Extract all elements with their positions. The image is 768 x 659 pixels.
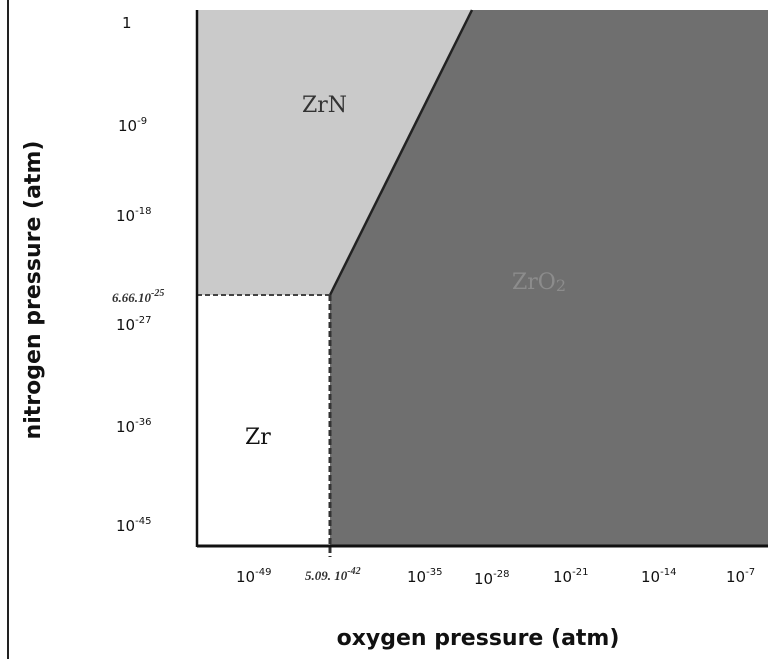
x-axis-label: oxygen pressure (atm) — [337, 626, 620, 651]
boundary-zrn-zro2 — [328, 9, 474, 296]
x-tick-label: 10-21 — [553, 567, 588, 586]
y-tick-label: 10-27 — [116, 315, 151, 334]
region-zr — [197, 295, 330, 545]
region-zrn — [197, 10, 472, 295]
x-tick-label: 10-7 — [726, 567, 755, 586]
y-tick-label: 1 — [122, 14, 132, 32]
region-zro2 — [330, 10, 768, 545]
y-tick-label: 10-36 — [116, 417, 151, 436]
x-boundary-marker: 5.09. 10-42 — [305, 566, 361, 583]
y-boundary-marker: 6.66.10-25 — [112, 288, 164, 305]
y-axis-label: nitrogen pressure (atm) — [21, 141, 46, 440]
y-tick-label: 10-9 — [118, 116, 147, 135]
region-label-zro2: ZrO2 — [512, 270, 566, 295]
x-tick-label: 10-28 — [474, 569, 509, 588]
x-tick-label: 10-35 — [407, 567, 442, 586]
y-tick-label: 10-18 — [116, 206, 151, 225]
region-label-zr: Zr — [245, 425, 271, 450]
region-label-zrn: ZrN — [302, 93, 347, 118]
x-tick-label: 10-14 — [641, 567, 676, 586]
y-tick-label: 10-45 — [116, 516, 151, 535]
x-tick-label: 10-49 — [236, 567, 271, 586]
